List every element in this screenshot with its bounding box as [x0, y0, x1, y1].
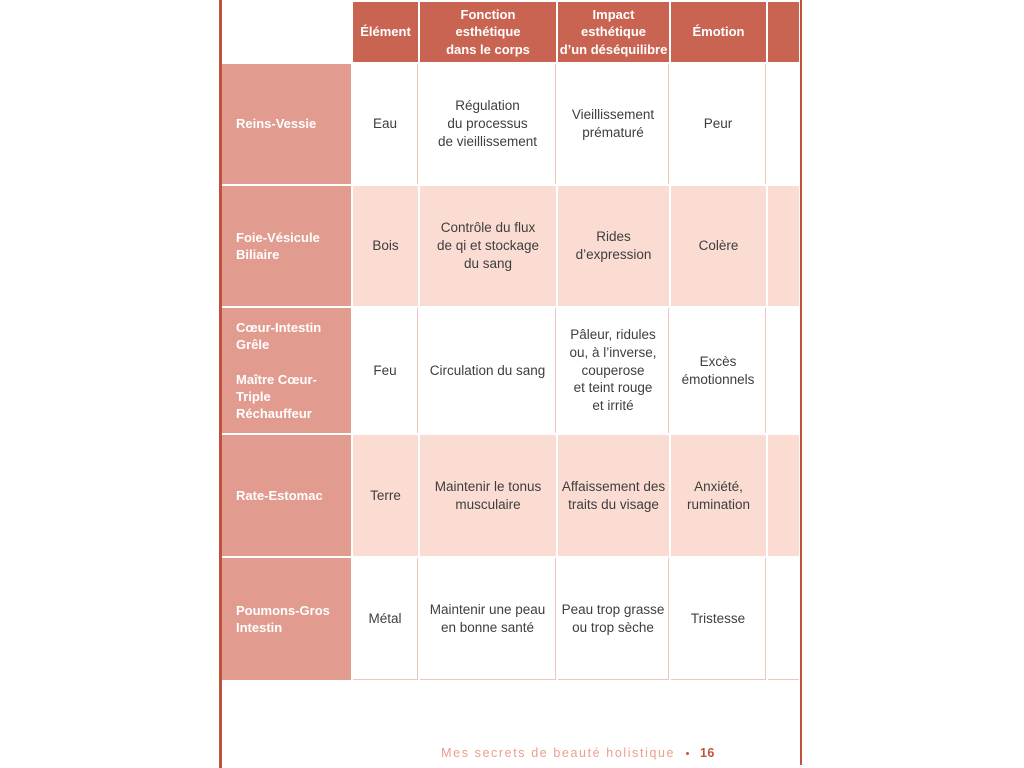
element-cell: Feu — [353, 308, 418, 433]
impact-cell: Peau trop grasse ou trop sèche — [558, 558, 669, 680]
header-element: Élément — [353, 2, 418, 62]
emotion-cell: Peur — [671, 64, 766, 184]
table-row: Rate-Estomac Terre Maintenir le tonus mu… — [222, 435, 799, 556]
table-row: Poumons-Gros Intestin Métal Maintenir un… — [222, 558, 799, 680]
element-cell: Eau — [353, 64, 418, 184]
impact-cell: Vieillissement prématuré — [558, 64, 669, 184]
footer-book-title: Mes secrets de beauté holistique — [441, 746, 676, 760]
header-emotion: Émotion — [671, 2, 766, 62]
row-header-reins-vessie: Reins-Vessie — [222, 64, 351, 184]
function-cell: Contrôle du flux de qi et stockage du sa… — [420, 186, 556, 306]
table-header-row: Élément Fonction esthétique dans le corp… — [222, 2, 799, 62]
row-header-coeur-intestin: Cœur-Intestin Grêle Maître Cœur-Triple R… — [222, 308, 351, 433]
header-spacer-cell — [222, 2, 351, 62]
empty-cell — [768, 558, 799, 680]
empty-cell — [768, 186, 799, 306]
emotion-cell: Colère — [671, 186, 766, 306]
header-empty-cell — [768, 2, 799, 62]
header-function: Fonction esthétique dans le corps — [420, 2, 556, 62]
empty-cell — [768, 64, 799, 184]
row-header-poumons-gros-intestin: Poumons-Gros Intestin — [222, 558, 351, 680]
right-margin-rule — [800, 0, 802, 765]
table-row: Reins-Vessie Eau Régulation du processus… — [222, 64, 799, 184]
function-cell: Maintenir une peau en bonne santé — [420, 558, 556, 680]
row-header-foie-vesicule: Foie-Vésicule Biliaire — [222, 186, 351, 306]
table-row: Foie-Vésicule Biliaire Bois Contrôle du … — [222, 186, 799, 306]
header-impact: Impact esthétique d’un déséquilibre — [558, 2, 669, 62]
footer-page-number: 16 — [699, 746, 715, 760]
empty-cell — [768, 308, 799, 433]
impact-cell: Affaissement des traits du visage — [558, 435, 669, 556]
function-cell: Circulation du sang — [420, 308, 556, 433]
page-footer: Mes secrets de beauté holistique • 16 — [132, 746, 1024, 760]
impact-cell: Rides d’expression — [558, 186, 669, 306]
emotion-cell: Excès émotionnels — [671, 308, 766, 433]
left-margin-rule — [219, 0, 222, 768]
impact-cell: Pâleur, ridules ou, à l’inverse, coupero… — [558, 308, 669, 433]
row-header-rate-estomac: Rate-Estomac — [222, 435, 351, 556]
five-elements-table: Élément Fonction esthétique dans le corp… — [222, 2, 799, 682]
function-cell: Maintenir le tonus musculaire — [420, 435, 556, 556]
emotion-cell: Tristesse — [671, 558, 766, 680]
table-row: Cœur-Intestin Grêle Maître Cœur-Triple R… — [222, 308, 799, 433]
footer-bullet: • — [685, 748, 690, 760]
empty-cell — [768, 435, 799, 556]
element-cell: Métal — [353, 558, 418, 680]
element-cell: Terre — [353, 435, 418, 556]
emotion-cell: Anxiété, rumination — [671, 435, 766, 556]
function-cell: Régulation du processus de vieillissemen… — [420, 64, 556, 184]
element-cell: Bois — [353, 186, 418, 306]
